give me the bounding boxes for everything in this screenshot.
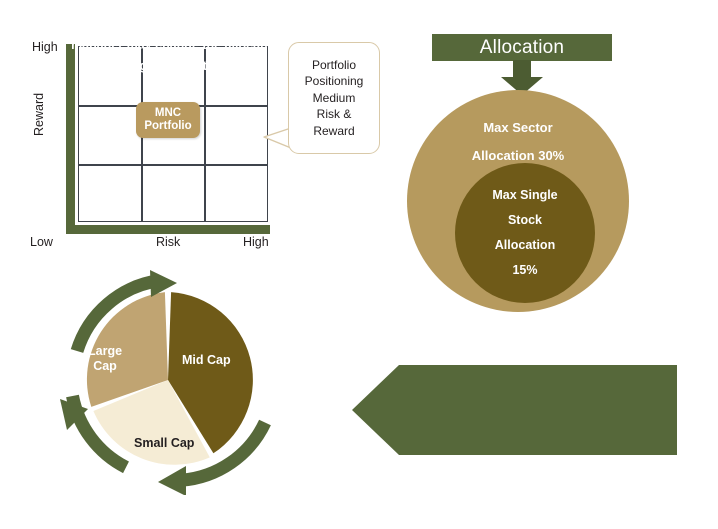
large-cap-line-2: Cap [93, 359, 117, 373]
segment-label-large-cap: Large Cap [88, 344, 122, 374]
allocation-header: Allocation [432, 34, 612, 61]
mnc-portfolio-marker[interactable]: MNC Portfolio [136, 102, 200, 138]
callout-line-5: Reward [313, 123, 355, 138]
x-axis-high-label: High [243, 235, 269, 249]
portfolio-positioning-callout: Portfolio Positioning Medium Risk & Rewa… [288, 42, 380, 154]
arrowhead-2 [60, 399, 88, 430]
multicap-banner-shape [352, 365, 677, 455]
slice-mid-cap[interactable] [168, 292, 253, 454]
cycle-arc-3 [70, 274, 161, 354]
y-axis-high-label: High [32, 40, 58, 54]
slice-large-cap[interactable] [86, 292, 168, 407]
arrowhead-1 [158, 466, 186, 495]
callout-pointer-icon [263, 127, 292, 149]
callout-line-4: Risk & [316, 107, 352, 122]
inner-line-4: 15% [512, 263, 538, 277]
x-axis-bar [66, 225, 270, 234]
outer-line-2: Allocation 30% [471, 148, 565, 163]
capitalization-cycle-chart [60, 270, 271, 495]
segment-label-small-cap: Small Cap [134, 436, 195, 450]
inner-line-1: Max Single [492, 188, 558, 202]
down-arrow-icon [501, 60, 543, 95]
max-single-stock-allocation-label: Max Single Stock Allocation 15% [455, 183, 595, 283]
inner-line-2: Stock [507, 213, 543, 227]
segment-label-mid-cap: Mid Cap [182, 353, 231, 367]
arrowhead-3 [150, 270, 177, 297]
cycle-slices [86, 292, 253, 465]
max-single-stock-allocation-circle: Max Single Stock Allocation 15% [455, 163, 595, 303]
callout-line-2: Positioning [304, 74, 364, 89]
max-sector-allocation-label: Max Sector Allocation 30% [407, 114, 629, 170]
grid-hline-2 [79, 164, 267, 166]
risk-reward-chart: High Reward Low Risk High MNC Portfolio [30, 36, 288, 249]
y-axis-title: Reward [32, 92, 46, 136]
slice-small-cap[interactable] [93, 380, 210, 465]
multicap-banner-text: Multicap Style of investment, Fund manag… [71, 16, 283, 73]
cycle-arrowheads [60, 270, 186, 495]
cycle-arc-1 [180, 419, 271, 487]
callout-line-3: Medium [312, 90, 356, 105]
inner-line-3: Allocation [494, 238, 556, 252]
large-cap-line-1: Large [88, 344, 123, 358]
callout-line-1: Portfolio [311, 57, 357, 72]
mnc-portfolio-line2: Portfolio [144, 120, 192, 132]
grid-vline-2 [204, 47, 206, 221]
mnc-portfolio-line1: MNC [154, 107, 182, 119]
y-axis-bar [66, 44, 75, 234]
outer-line-1: Max Sector [483, 120, 553, 135]
x-axis-title: Risk [156, 235, 181, 249]
x-axis-low-label: Low [30, 235, 53, 249]
